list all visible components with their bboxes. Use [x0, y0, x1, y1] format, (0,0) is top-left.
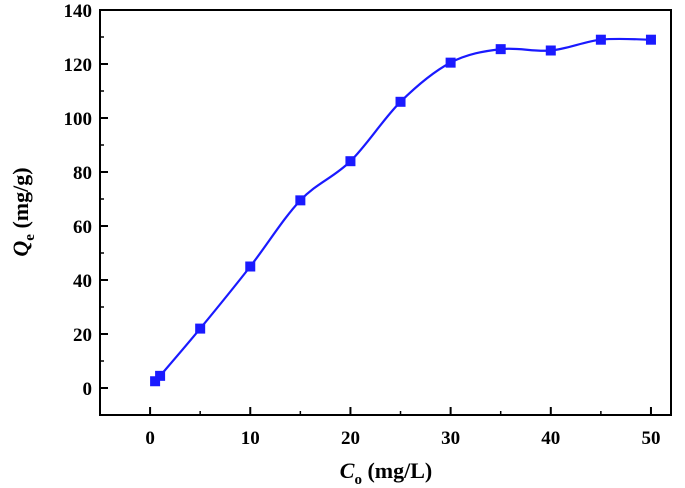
y-tick-label: 40 [73, 271, 92, 292]
data-point [345, 156, 356, 167]
data-point [395, 96, 406, 107]
y-axis-unit: (mg/g) [8, 167, 33, 234]
data-point [245, 261, 256, 272]
x-tick-label: 50 [641, 428, 660, 449]
x-axis-label: Co (mg/L) [340, 458, 432, 488]
x-tick-label: 30 [441, 428, 460, 449]
y-tick-label: 140 [64, 1, 93, 22]
y-axis-label: Qe (mg/g) [8, 167, 38, 256]
x-tick-label: 20 [341, 428, 360, 449]
y-tick-label: 60 [73, 217, 92, 238]
data-point [595, 34, 606, 45]
x-tick-label: 0 [145, 428, 155, 449]
x-tick-label: 10 [241, 428, 260, 449]
x-axis-ticks: 0 10 20 30 40 50 [145, 407, 660, 449]
y-tick-label: 0 [83, 379, 93, 400]
data-point [645, 34, 656, 45]
series-line [153, 37, 651, 383]
data-point [150, 376, 161, 387]
y-tick-label: 100 [64, 109, 93, 130]
y-axis-ticks: 0 20 40 60 80 100 120 140 [64, 1, 108, 416]
y-tick-label: 120 [64, 55, 93, 76]
y-axis-subscript: e [22, 234, 38, 241]
y-tick-label: 20 [73, 325, 92, 346]
data-point [295, 195, 306, 206]
x-axis-unit: (mg/L) [362, 458, 432, 483]
data-point [545, 45, 556, 56]
x-tick-label: 40 [541, 428, 560, 449]
series-layer [150, 34, 656, 387]
plot-frame [99, 9, 672, 416]
data-point [195, 323, 206, 334]
data-point [155, 370, 166, 381]
y-tick-label: 80 [73, 163, 92, 184]
data-point [445, 57, 456, 68]
x-axis-symbol: C [340, 458, 355, 483]
y-axis-symbol: Q [8, 241, 33, 257]
data-point [495, 44, 506, 55]
x-axis-subscript: o [354, 472, 362, 488]
